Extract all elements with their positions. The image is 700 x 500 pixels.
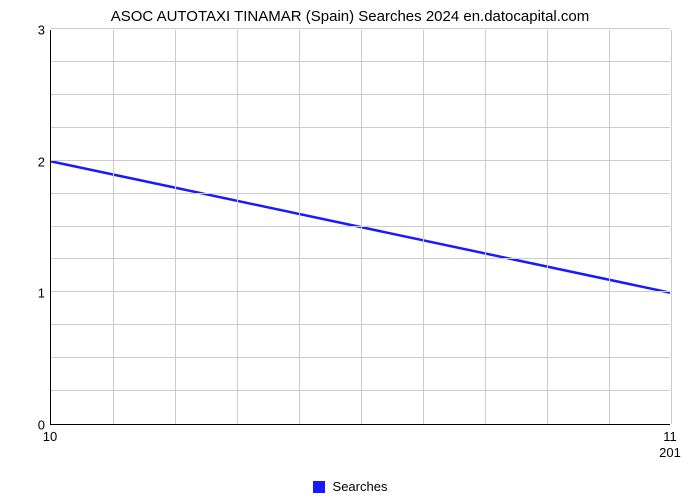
grid-line-v xyxy=(299,30,300,424)
grid-line-v xyxy=(671,30,672,424)
y-tick-label: 1 xyxy=(30,286,45,301)
chart-container: ASOC AUTOTAXI TINAMAR (Spain) Searches 2… xyxy=(0,0,700,500)
x-sub-label: 201 xyxy=(659,445,681,460)
grid-line-v xyxy=(237,30,238,424)
legend-label: Searches xyxy=(333,479,388,494)
grid-line-v xyxy=(609,30,610,424)
y-tick-label: 2 xyxy=(30,154,45,169)
x-tick-label: 10 xyxy=(43,429,57,444)
y-tick-label: 3 xyxy=(30,23,45,38)
plot-area xyxy=(50,30,670,425)
grid-line-v xyxy=(485,30,486,424)
grid-line-v xyxy=(547,30,548,424)
grid-line-h xyxy=(51,28,670,29)
grid-line-v xyxy=(361,30,362,424)
chart-title: ASOC AUTOTAXI TINAMAR (Spain) Searches 2… xyxy=(0,8,700,25)
grid-line-v xyxy=(113,30,114,424)
x-tick-label: 11 xyxy=(663,429,677,444)
legend: Searches xyxy=(0,479,700,494)
grid-line-v xyxy=(175,30,176,424)
legend-swatch xyxy=(313,481,325,493)
grid-line-v xyxy=(423,30,424,424)
